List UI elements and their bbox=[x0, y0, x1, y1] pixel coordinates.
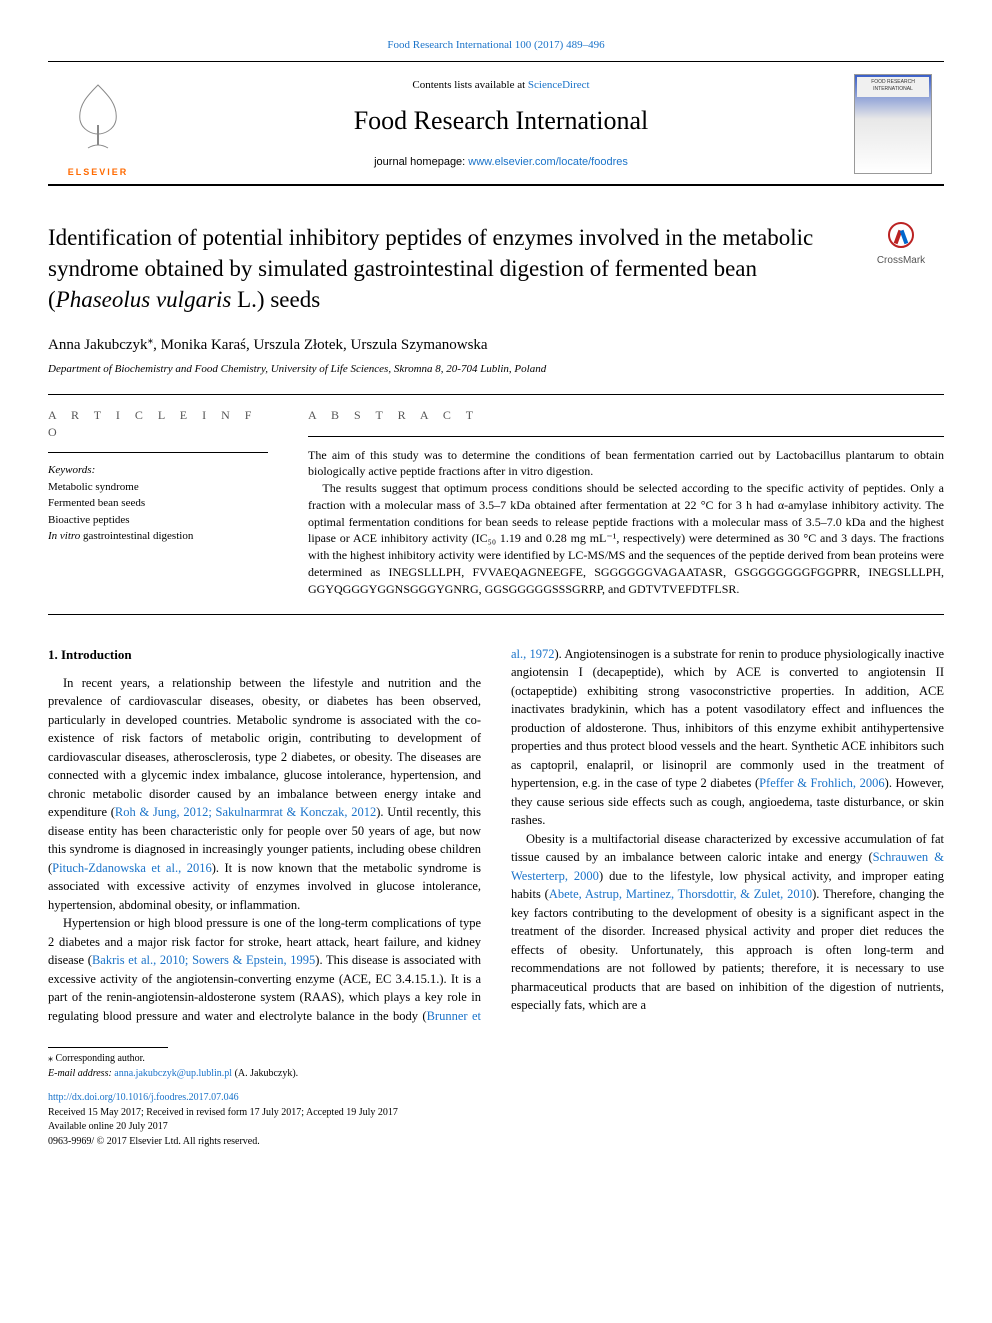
email-line: E-mail address: anna.jakubczyk@up.lublin… bbox=[48, 1067, 944, 1082]
article-title: Identification of potential inhibitory p… bbox=[48, 222, 846, 315]
elsevier-wordmark: ELSEVIER bbox=[48, 166, 148, 179]
journal-header: ELSEVIER Contents lists available at Sci… bbox=[48, 61, 944, 186]
body-text: In recent years, a relationship between … bbox=[48, 676, 481, 820]
keyword-item: Fermented bean seeds bbox=[48, 495, 268, 512]
citation-link[interactable]: Abete, Astrup, Martinez, Thorsdottir, & … bbox=[549, 887, 812, 901]
keyword-item: Metabolic syndrome bbox=[48, 479, 268, 496]
abstract-rule bbox=[308, 436, 944, 437]
body-two-column: 1. Introduction In recent years, a relat… bbox=[48, 645, 944, 1026]
keywords-list: Metabolic syndrome Fermented bean seeds … bbox=[48, 479, 268, 545]
email-label: E-mail address: bbox=[48, 1068, 114, 1079]
author-list: Anna Jakubczyk⁎, Monika Karaś, Urszula Z… bbox=[48, 333, 944, 356]
email-suffix: (A. Jakubczyk). bbox=[232, 1068, 298, 1079]
article-info-heading: A R T I C L E I N F O bbox=[48, 407, 268, 441]
homepage-line: journal homepage: www.elsevier.com/locat… bbox=[158, 155, 844, 170]
crossmark-label: CrossMark bbox=[877, 255, 925, 266]
footnote-rule bbox=[48, 1047, 168, 1048]
citation-link[interactable]: Pfeffer & Frohlich, 2006 bbox=[759, 776, 885, 790]
citation-link[interactable]: Food Research International 100 (2017) 4… bbox=[387, 39, 604, 51]
corresponding-author-note: ⁎ Corresponding author. bbox=[48, 1052, 944, 1067]
citation-link[interactable]: Bakris et al., 2010; Sowers & Epstein, 1… bbox=[92, 953, 315, 967]
abstract-p1: The aim of this study was to determine t… bbox=[308, 447, 944, 481]
keyword-item: In vitro gastrointestinal digestion bbox=[48, 528, 268, 545]
homepage-link[interactable]: www.elsevier.com/locate/foodres bbox=[468, 156, 628, 168]
contents-prefix: Contents lists available at bbox=[412, 79, 527, 91]
email-link[interactable]: anna.jakubczyk@up.lublin.pl bbox=[114, 1068, 232, 1079]
section-1-heading: 1. Introduction bbox=[48, 645, 481, 664]
keyword-item: Bioactive peptides bbox=[48, 512, 268, 529]
authors-rest: , Monika Karaś, Urszula Złotek, Urszula … bbox=[153, 337, 488, 353]
section-title: Introduction bbox=[61, 647, 132, 662]
affiliation: Department of Biochemistry and Food Chem… bbox=[48, 362, 944, 377]
title-italic: Phaseolus vulgaris bbox=[56, 287, 232, 312]
homepage-prefix: journal homepage: bbox=[374, 156, 468, 168]
abstract-p2: The results suggest that optimum process… bbox=[308, 480, 944, 598]
journal-cover-thumb: FOOD RESEARCH INTERNATIONAL bbox=[854, 74, 932, 174]
body-p3: Obesity is a multifactorial disease char… bbox=[511, 830, 944, 1015]
online-line: Available online 20 July 2017 bbox=[48, 1120, 944, 1135]
crossmark-icon bbox=[888, 222, 914, 248]
footnotes: ⁎ Corresponding author. E-mail address: … bbox=[48, 1052, 944, 1149]
info-rule bbox=[48, 452, 268, 453]
sciencedirect-link[interactable]: ScienceDirect bbox=[528, 79, 590, 91]
body-text: ). Angiotensinogen is a substrate for re… bbox=[511, 647, 944, 791]
abstract-heading: A B S T R A C T bbox=[308, 407, 944, 424]
elsevier-tree-logo bbox=[58, 70, 138, 160]
cover-title: FOOD RESEARCH INTERNATIONAL bbox=[857, 77, 929, 97]
citation-link[interactable]: Pituch-Zdanowska et al., 2016 bbox=[52, 861, 212, 875]
body-text: ). Therefore, changing the key factors c… bbox=[511, 887, 944, 1012]
copyright-line: 0963-9969/ © 2017 Elsevier Ltd. All righ… bbox=[48, 1135, 944, 1150]
contents-line: Contents lists available at ScienceDirec… bbox=[158, 78, 844, 93]
title-part2: L.) seeds bbox=[231, 287, 320, 312]
keywords-label: Keywords: bbox=[48, 463, 268, 478]
author-1: Anna Jakubczyk bbox=[48, 337, 148, 353]
crossmark-badge[interactable]: CrossMark bbox=[858, 222, 944, 268]
rule-1 bbox=[48, 394, 944, 395]
citation-header: Food Research International 100 (2017) 4… bbox=[48, 38, 944, 53]
section-number: 1. bbox=[48, 647, 58, 662]
citation-link[interactable]: Roh & Jung, 2012; Sakulnarmrat & Konczak… bbox=[115, 805, 376, 819]
doi-link[interactable]: http://dx.doi.org/10.1016/j.foodres.2017… bbox=[48, 1092, 239, 1103]
journal-name: Food Research International bbox=[158, 103, 844, 139]
rule-2 bbox=[48, 614, 944, 615]
history-line: Received 15 May 2017; Received in revise… bbox=[48, 1106, 944, 1121]
body-p1: In recent years, a relationship between … bbox=[48, 674, 481, 915]
